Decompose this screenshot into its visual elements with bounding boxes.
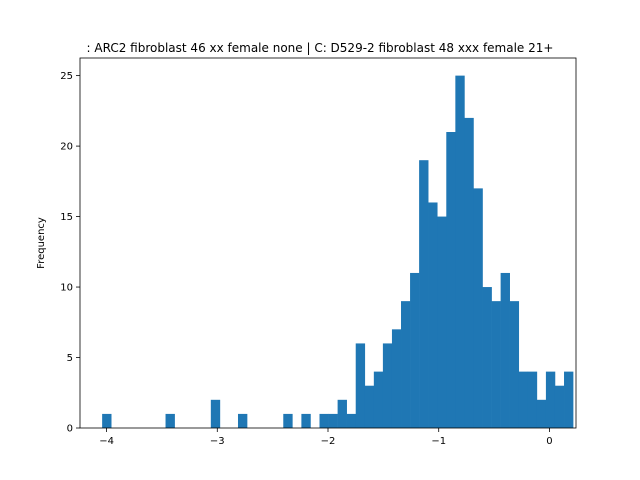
- histogram-bar: [536, 399, 547, 428]
- histogram-bar: [473, 188, 483, 428]
- y-tick-label: 5: [67, 353, 73, 364]
- y-tick-label: 25: [60, 71, 73, 82]
- histogram-bar: [337, 399, 347, 428]
- histogram-bar: [382, 343, 393, 428]
- bars-group: [102, 75, 574, 429]
- y-axis: 0 5 10 15 20 25: [60, 71, 80, 435]
- histogram-bar: [346, 413, 357, 428]
- x-tick-label: −2: [321, 436, 336, 447]
- histogram-bar: [355, 343, 366, 428]
- histogram-bar: [319, 413, 329, 428]
- histogram-bar: [391, 329, 402, 428]
- histogram-bar: [437, 216, 447, 428]
- histogram-bar: [165, 413, 175, 428]
- histogram-bar: [102, 413, 112, 428]
- histogram-bar: [410, 272, 420, 428]
- histogram-bar: [446, 132, 456, 428]
- histogram-bar: [527, 371, 538, 428]
- histogram-bar: [364, 385, 375, 428]
- y-tick-label: 0: [67, 424, 73, 435]
- histogram-bar: [328, 413, 338, 428]
- histogram-bar: [509, 301, 520, 428]
- x-tick-label: 0: [546, 436, 552, 447]
- chart-title: : ARC2 fibroblast 46 xx female none | C:…: [87, 41, 554, 55]
- histogram-bar: [455, 75, 465, 428]
- x-axis: −4 −3 −2 −1 0: [99, 428, 553, 447]
- histogram-bar: [210, 399, 221, 428]
- histogram-bar: [491, 301, 501, 428]
- histogram-bar: [500, 272, 510, 428]
- histogram-bar: [518, 371, 529, 428]
- histogram-bar: [564, 371, 574, 428]
- x-tick-label: −1: [431, 436, 446, 447]
- histogram-bar: [401, 301, 411, 428]
- histogram-bar: [419, 160, 429, 428]
- y-tick-label: 15: [60, 212, 73, 223]
- histogram-bar: [482, 287, 492, 428]
- histogram-bar: [237, 413, 248, 428]
- y-tick-label: 10: [60, 283, 73, 294]
- histogram-bar: [464, 117, 474, 429]
- histogram-bar: [554, 385, 565, 428]
- histogram-bar: [545, 371, 556, 428]
- y-tick-label: 20: [60, 142, 73, 153]
- histogram-bar: [283, 413, 293, 428]
- y-axis-label: Frequency: [36, 217, 47, 269]
- x-tick-label: −4: [99, 436, 114, 447]
- histogram-bar: [373, 371, 384, 428]
- histogram-bar: [428, 202, 438, 428]
- histogram-bar: [301, 413, 311, 428]
- x-tick-label: −3: [210, 436, 225, 447]
